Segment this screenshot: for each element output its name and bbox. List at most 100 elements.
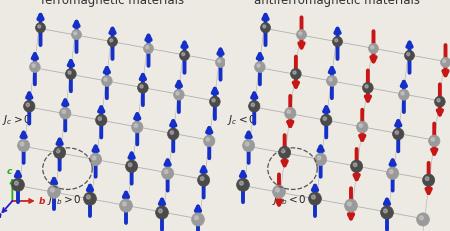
Circle shape <box>435 96 445 107</box>
Circle shape <box>381 206 393 219</box>
Circle shape <box>90 153 102 166</box>
Circle shape <box>423 174 435 186</box>
Circle shape <box>353 163 357 167</box>
Circle shape <box>218 60 221 63</box>
Circle shape <box>320 114 332 126</box>
Circle shape <box>395 131 399 134</box>
Circle shape <box>158 209 162 213</box>
Text: c: c <box>7 167 12 176</box>
Circle shape <box>365 85 368 88</box>
Circle shape <box>104 78 107 81</box>
Circle shape <box>66 68 76 79</box>
Circle shape <box>363 82 373 93</box>
Circle shape <box>431 138 435 141</box>
Circle shape <box>68 71 71 74</box>
Circle shape <box>287 110 291 113</box>
Circle shape <box>98 117 102 120</box>
Title: Magnetic structure of
antiferromagnetic materials: Magnetic structure of antiferromagnetic … <box>255 0 420 7</box>
Circle shape <box>200 177 204 180</box>
Circle shape <box>102 75 112 86</box>
Circle shape <box>309 192 321 205</box>
Circle shape <box>345 199 357 212</box>
Circle shape <box>251 103 255 106</box>
Circle shape <box>95 114 107 126</box>
Circle shape <box>126 160 138 173</box>
Circle shape <box>255 61 265 73</box>
Circle shape <box>281 149 285 153</box>
Circle shape <box>425 177 429 180</box>
Circle shape <box>134 124 138 127</box>
Circle shape <box>62 110 66 113</box>
Text: $J_{ab} > 0$: $J_{ab} > 0$ <box>47 193 82 207</box>
Circle shape <box>140 85 143 88</box>
Circle shape <box>284 107 296 119</box>
Circle shape <box>299 32 302 35</box>
Circle shape <box>401 92 404 95</box>
Circle shape <box>428 135 440 147</box>
Circle shape <box>441 57 450 67</box>
Title: Magnetic structure of
ferromagnetic materials: Magnetic structure of ferromagnetic mate… <box>41 0 184 7</box>
Circle shape <box>347 202 351 206</box>
Circle shape <box>74 32 77 35</box>
Circle shape <box>54 146 66 159</box>
Circle shape <box>144 43 153 54</box>
Circle shape <box>12 178 24 191</box>
Circle shape <box>86 195 90 199</box>
Circle shape <box>275 188 279 192</box>
Circle shape <box>315 153 327 166</box>
Circle shape <box>198 174 210 186</box>
Circle shape <box>167 128 179 140</box>
Circle shape <box>245 142 249 146</box>
Circle shape <box>18 139 30 152</box>
Text: $J_{ab} < 0$: $J_{ab} < 0$ <box>272 193 307 207</box>
Circle shape <box>279 146 291 159</box>
Circle shape <box>210 96 220 107</box>
Circle shape <box>437 99 440 102</box>
Circle shape <box>59 107 71 119</box>
Circle shape <box>359 124 363 127</box>
Circle shape <box>369 43 378 54</box>
Circle shape <box>162 167 174 179</box>
Circle shape <box>237 178 249 191</box>
Circle shape <box>297 30 306 40</box>
Circle shape <box>329 78 332 81</box>
Circle shape <box>164 170 168 173</box>
Circle shape <box>239 181 243 185</box>
Circle shape <box>248 100 260 112</box>
Circle shape <box>174 89 184 100</box>
Circle shape <box>146 46 149 49</box>
Circle shape <box>92 156 96 160</box>
Circle shape <box>407 53 410 56</box>
Text: b: b <box>38 198 45 207</box>
Circle shape <box>417 213 429 226</box>
Circle shape <box>263 25 266 28</box>
Circle shape <box>323 117 327 120</box>
Circle shape <box>110 39 113 42</box>
Circle shape <box>351 160 363 173</box>
Circle shape <box>32 64 35 67</box>
Circle shape <box>206 138 210 141</box>
Circle shape <box>56 149 60 153</box>
Circle shape <box>405 50 414 61</box>
Circle shape <box>120 199 132 212</box>
Circle shape <box>36 23 45 33</box>
Circle shape <box>50 188 54 192</box>
Circle shape <box>48 185 60 198</box>
Text: $J_c > 0$: $J_c > 0$ <box>2 113 32 127</box>
Circle shape <box>182 53 185 56</box>
Circle shape <box>257 64 260 67</box>
Circle shape <box>273 185 285 198</box>
Circle shape <box>131 121 143 133</box>
Circle shape <box>192 213 204 226</box>
Circle shape <box>383 209 387 213</box>
Circle shape <box>212 99 215 102</box>
Circle shape <box>176 92 179 95</box>
Circle shape <box>389 170 393 173</box>
Circle shape <box>243 139 255 152</box>
Circle shape <box>84 192 96 205</box>
Circle shape <box>333 36 342 47</box>
Circle shape <box>38 25 41 28</box>
Circle shape <box>293 71 296 74</box>
Circle shape <box>194 216 198 220</box>
Circle shape <box>216 57 225 67</box>
